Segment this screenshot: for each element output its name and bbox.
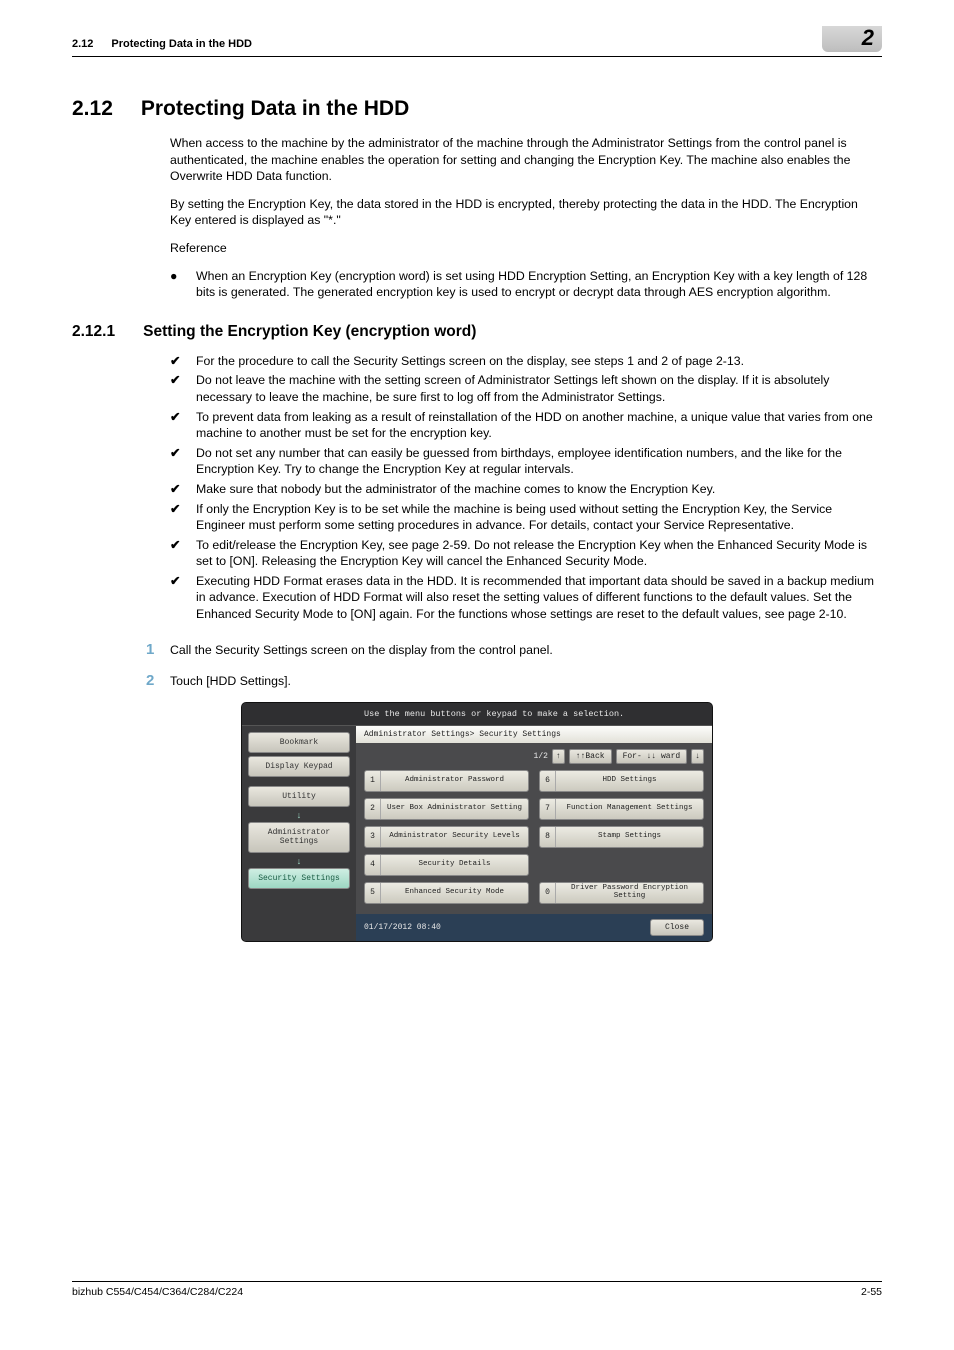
check-icon: ✔ — [170, 537, 196, 570]
menu-stamp-settings[interactable]: 8Stamp Settings — [539, 826, 704, 848]
precaution-item: Do not leave the machine with the settin… — [196, 372, 882, 405]
menu-grid: 1Administrator Password 6HDD Settings 2U… — [356, 766, 712, 914]
arrow-down-icon: ↓ — [248, 856, 350, 868]
header-rule — [72, 56, 882, 57]
page-footer: bizhub C554/C454/C364/C284/C224 2-55 — [72, 1281, 882, 1298]
pager-up-icon[interactable]: ↑ — [552, 749, 565, 764]
utility-button[interactable]: Utility — [248, 786, 350, 807]
chapter-tab: 2 — [822, 26, 882, 52]
subsection-number: 2.12.1 — [72, 323, 115, 341]
bullet-icon: ● — [170, 268, 196, 301]
breadcrumb: Administrator Settings> Security Setting… — [356, 726, 712, 743]
menu-security-details[interactable]: 4Security Details — [364, 854, 529, 876]
precaution-item: To edit/release the Encryption Key, see … — [196, 537, 882, 570]
menu-user-box-admin[interactable]: 2User Box Administrator Setting — [364, 798, 529, 820]
step-number: 1 — [146, 641, 170, 658]
back-button[interactable]: ↑↑Back — [569, 749, 612, 764]
precaution-item: If only the Encryption Key is to be set … — [196, 501, 882, 534]
precaution-item: For the procedure to call the Security S… — [196, 353, 744, 370]
header-section-num: 2.12 — [72, 38, 93, 50]
bookmark-button[interactable]: Bookmark — [248, 732, 350, 753]
running-header: 2.12 Protecting Data in the HDD — [72, 38, 882, 54]
menu-driver-password-encryption[interactable]: 0Driver Password Encryption Setting — [539, 882, 704, 904]
check-icon: ✔ — [170, 445, 196, 478]
footer-page: 2-55 — [861, 1286, 882, 1298]
ui-sidebar: Bookmark Display Keypad Utility ↓ Admini… — [242, 726, 356, 941]
section-heading: 2.12 Protecting Data in the HDD — [72, 97, 882, 121]
step-text: Call the Security Settings screen on the… — [170, 643, 553, 657]
device-screenshot: Use the menu buttons or keypad to make a… — [242, 703, 712, 941]
ui-main-panel: Administrator Settings> Security Setting… — [356, 726, 712, 941]
display-keypad-button[interactable]: Display Keypad — [248, 756, 350, 777]
menu-enhanced-security-mode[interactable]: 5Enhanced Security Mode — [364, 882, 529, 904]
administrator-settings-button[interactable]: Administrator Settings — [248, 822, 350, 852]
step-number: 2 — [146, 672, 170, 689]
header-section-title: Protecting Data in the HDD — [111, 38, 252, 50]
menu-hdd-settings[interactable]: 6HDD Settings — [539, 770, 704, 792]
pager: 1/2 ↑ ↑↑Back For- ↓↓ ward ↓ — [356, 743, 712, 766]
menu-administrator-password[interactable]: 1Administrator Password — [364, 770, 529, 792]
page-indicator: 1/2 — [534, 752, 548, 761]
arrow-down-icon: ↓ — [248, 810, 350, 822]
ui-hint-bar: Use the menu buttons or keypad to make a… — [242, 703, 712, 726]
procedure-steps: 1 Call the Security Settings screen on t… — [146, 641, 882, 689]
step-text: Touch [HDD Settings]. — [170, 674, 291, 688]
reference-label: Reference — [170, 240, 882, 257]
subsection-heading: 2.12.1 Setting the Encryption Key (encry… — [72, 323, 882, 341]
menu-function-management[interactable]: 7Function Management Settings — [539, 798, 704, 820]
reference-item: When an Encryption Key (encryption word)… — [196, 268, 882, 301]
check-icon: ✔ — [170, 573, 196, 623]
intro-paragraph-2: By setting the Encryption Key, the data … — [170, 196, 882, 229]
forward-button[interactable]: For- ↓↓ ward — [616, 749, 688, 764]
menu-admin-security-levels[interactable]: 3Administrator Security Levels — [364, 826, 529, 848]
precaution-item: Executing HDD Format erases data in the … — [196, 573, 882, 623]
security-settings-button[interactable]: Security Settings — [248, 868, 350, 889]
precaution-item: Make sure that nobody but the administra… — [196, 481, 715, 498]
check-icon: ✔ — [170, 501, 196, 534]
close-button[interactable]: Close — [650, 919, 704, 936]
precaution-item: Do not set any number that can easily be… — [196, 445, 882, 478]
section-title: Protecting Data in the HDD — [141, 97, 409, 121]
check-icon: ✔ — [170, 353, 196, 370]
subsection-title: Setting the Encryption Key (encryption w… — [143, 323, 476, 341]
check-icon: ✔ — [170, 481, 196, 498]
check-icon: ✔ — [170, 372, 196, 405]
pager-down-icon[interactable]: ↓ — [691, 749, 704, 764]
reference-list: ● When an Encryption Key (encryption wor… — [170, 268, 882, 301]
intro-paragraph-1: When access to the machine by the admini… — [170, 135, 882, 185]
check-icon: ✔ — [170, 409, 196, 442]
precaution-list: ✔For the procedure to call the Security … — [170, 353, 882, 623]
datetime-label: 01/17/2012 08:40 — [364, 923, 441, 932]
precaution-item: To prevent data from leaking as a result… — [196, 409, 882, 442]
footer-model: bizhub C554/C454/C364/C284/C224 — [72, 1286, 243, 1298]
section-number: 2.12 — [72, 97, 113, 121]
status-bar: 01/17/2012 08:40 Close — [356, 914, 712, 941]
